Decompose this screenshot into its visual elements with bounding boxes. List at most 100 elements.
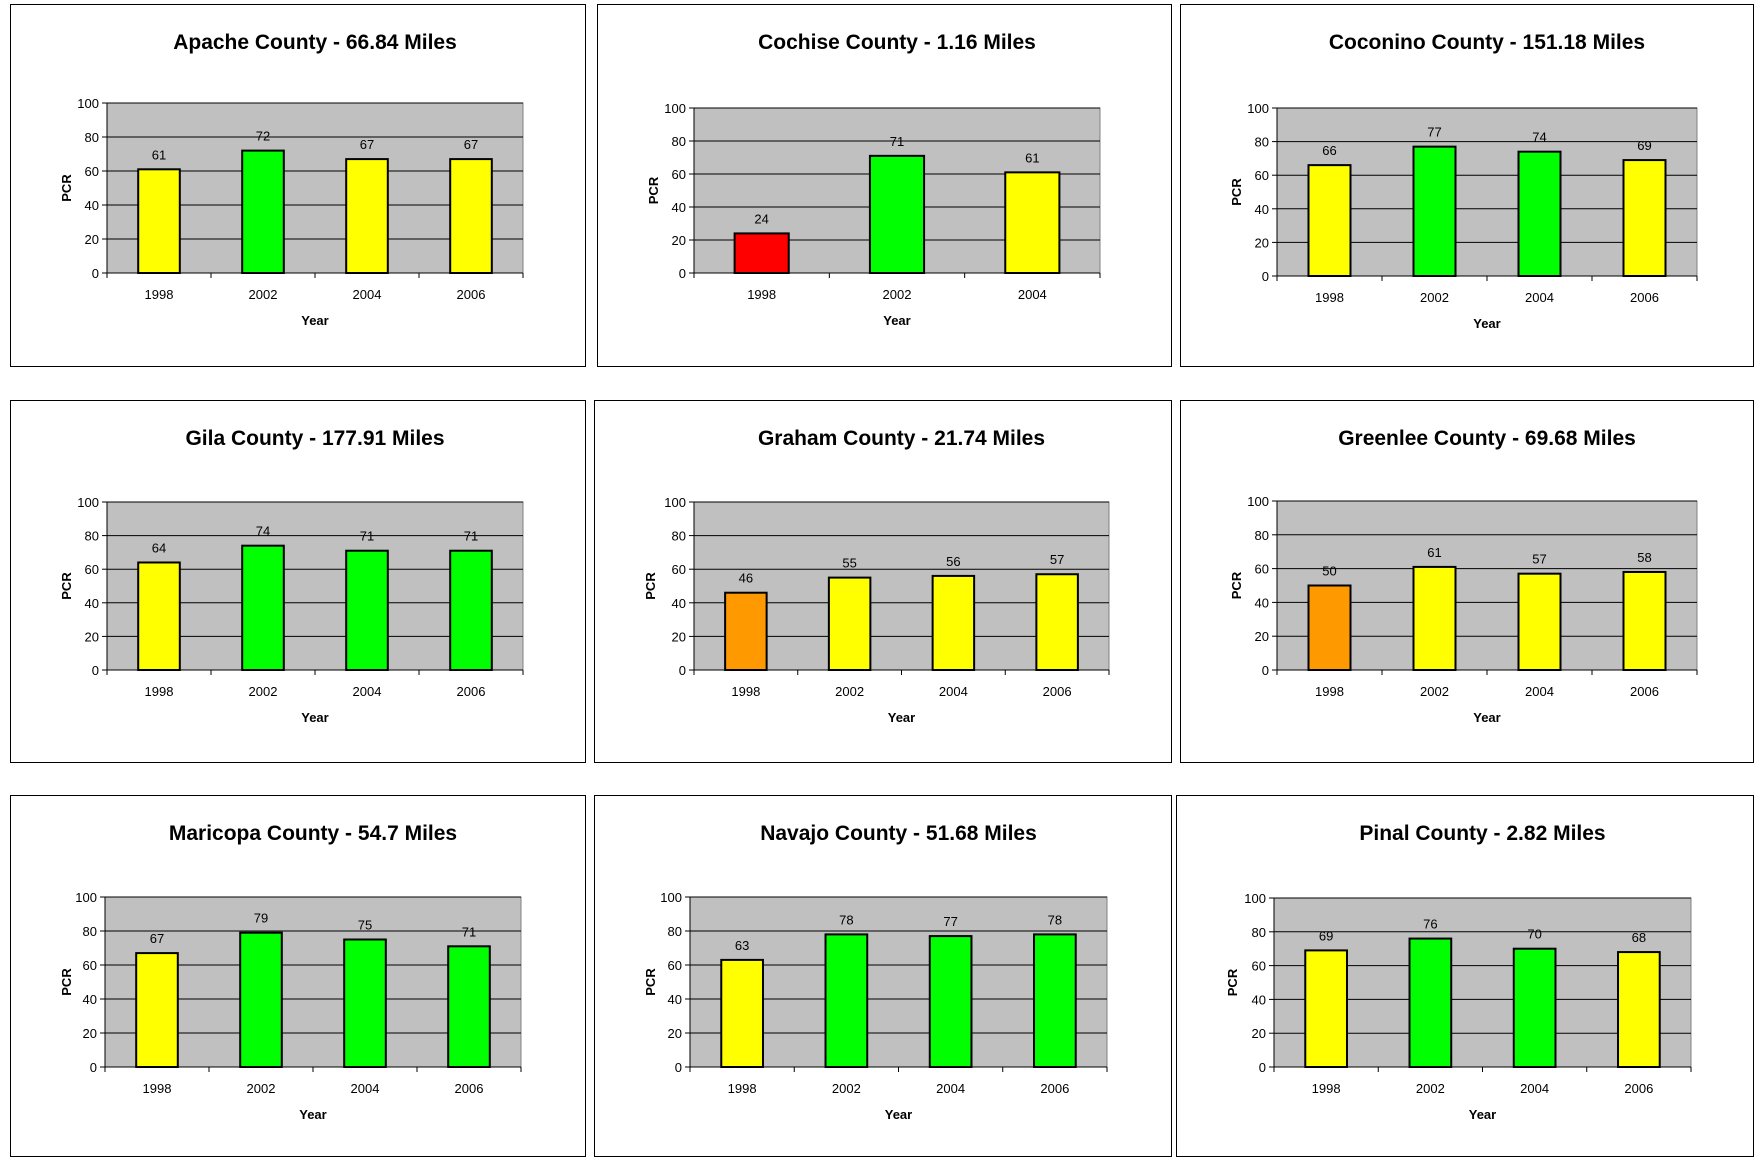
x-axis-title: Year bbox=[885, 1107, 912, 1122]
y-tick-label: 40 bbox=[1252, 992, 1266, 1007]
y-tick-label: 80 bbox=[83, 924, 97, 939]
data-label: 67 bbox=[150, 931, 164, 946]
bar bbox=[1304, 949, 1348, 1068]
chart-title: Apache County - 66.84 Miles bbox=[173, 31, 457, 54]
data-label: 77 bbox=[943, 914, 957, 929]
y-tick-label: 60 bbox=[672, 167, 686, 182]
bar bbox=[449, 158, 493, 275]
y-tick-label: 40 bbox=[85, 198, 99, 213]
y-tick-label: 100 bbox=[664, 101, 686, 116]
y-tick-label: 100 bbox=[1247, 101, 1269, 116]
y-tick-label: 20 bbox=[1252, 1026, 1266, 1041]
y-tick-label: 40 bbox=[83, 992, 97, 1007]
x-axis-title: Year bbox=[301, 710, 328, 725]
y-axis-title: PCR bbox=[59, 174, 74, 202]
data-label: 67 bbox=[360, 137, 374, 152]
x-tick-label: 1998 bbox=[747, 287, 776, 302]
y-tick-label: 0 bbox=[92, 266, 99, 281]
y-tick-label: 0 bbox=[1262, 663, 1269, 678]
y-tick-label: 100 bbox=[1247, 494, 1269, 509]
bar bbox=[345, 158, 389, 275]
chart-panel: Pinal County - 2.82 Miles 0 20 40 60 80 100 69 1… bbox=[1176, 795, 1754, 1157]
bar bbox=[827, 576, 872, 672]
x-tick-label: 2004 bbox=[1525, 684, 1554, 699]
bar bbox=[868, 154, 926, 275]
bar-chart: Cochise County - 1.16 Miles 0 20 40 60 80 100 2… bbox=[646, 31, 1101, 328]
y-axis-title: PCR bbox=[643, 968, 658, 996]
y-tick-label: 60 bbox=[83, 958, 97, 973]
data-label: 57 bbox=[1050, 552, 1064, 567]
bar bbox=[137, 168, 181, 274]
y-tick-label: 20 bbox=[1255, 629, 1269, 644]
x-tick-label: 2002 bbox=[1416, 1081, 1445, 1096]
data-label: 50 bbox=[1322, 564, 1336, 579]
x-tick-label: 1998 bbox=[143, 1081, 172, 1096]
x-tick-label: 2006 bbox=[1043, 684, 1072, 699]
bar-chart: Gila County - 177.91 Miles 0 20 40 60 80 100 64… bbox=[59, 427, 524, 725]
data-label: 58 bbox=[1637, 550, 1651, 565]
bar bbox=[1512, 947, 1557, 1068]
chart-panel: Cochise County - 1.16 Miles 0 20 40 60 80 100 2… bbox=[597, 4, 1172, 367]
chart-title: Maricopa County - 54.7 Miles bbox=[169, 822, 457, 845]
bar bbox=[343, 938, 387, 1068]
y-tick-label: 100 bbox=[660, 890, 682, 905]
data-label: 66 bbox=[1322, 143, 1336, 158]
bar-chart: Apache County - 66.84 Miles 0 20 40 60 80 100 6… bbox=[59, 31, 524, 328]
y-axis-title: PCR bbox=[1225, 968, 1240, 996]
chart-title: Coconino County - 151.18 Miles bbox=[1329, 31, 1645, 54]
x-axis-title: Year bbox=[1473, 710, 1500, 725]
data-label: 74 bbox=[256, 524, 270, 539]
data-label: 78 bbox=[1048, 912, 1062, 927]
x-tick-label: 2006 bbox=[457, 287, 486, 302]
x-tick-label: 2004 bbox=[939, 684, 968, 699]
x-tick-label: 1998 bbox=[145, 287, 174, 302]
y-tick-label: 0 bbox=[90, 1060, 97, 1075]
x-tick-label: 1998 bbox=[145, 684, 174, 699]
chart-panel: Navajo County - 51.68 Miles 0 20 40 60 80 100 6… bbox=[594, 795, 1172, 1157]
bar bbox=[1517, 572, 1562, 671]
bar-chart: Pinal County - 2.82 Miles 0 20 40 60 80 100 69 1… bbox=[1225, 822, 1692, 1122]
data-label: 63 bbox=[735, 938, 749, 953]
y-tick-label: 20 bbox=[672, 233, 686, 248]
y-tick-label: 80 bbox=[85, 130, 99, 145]
chart-title: Gila County - 177.91 Miles bbox=[185, 427, 444, 450]
bar bbox=[345, 549, 389, 671]
bar bbox=[137, 561, 181, 671]
y-tick-label: 60 bbox=[672, 562, 686, 577]
data-label: 64 bbox=[152, 540, 166, 555]
y-tick-label: 60 bbox=[85, 164, 99, 179]
y-tick-label: 40 bbox=[1255, 595, 1269, 610]
bar bbox=[241, 544, 285, 671]
data-label: 61 bbox=[1427, 545, 1441, 560]
y-tick-label: 60 bbox=[85, 562, 99, 577]
data-label: 24 bbox=[754, 211, 768, 226]
y-tick-label: 60 bbox=[1255, 168, 1269, 183]
y-tick-label: 0 bbox=[679, 266, 686, 281]
x-tick-label: 2006 bbox=[1630, 684, 1659, 699]
y-tick-label: 80 bbox=[672, 134, 686, 149]
y-tick-label: 80 bbox=[668, 924, 682, 939]
y-tick-label: 60 bbox=[1255, 562, 1269, 577]
y-tick-label: 80 bbox=[1252, 925, 1266, 940]
x-tick-label: 2004 bbox=[1520, 1081, 1549, 1096]
y-tick-label: 20 bbox=[1255, 235, 1269, 250]
x-tick-label: 2004 bbox=[936, 1081, 965, 1096]
x-tick-label: 2006 bbox=[1624, 1081, 1653, 1096]
chart-panel: Gila County - 177.91 Miles 0 20 40 60 80 100 64… bbox=[10, 400, 586, 763]
bar bbox=[733, 232, 790, 274]
chart-title: Graham County - 21.74 Miles bbox=[758, 427, 1045, 450]
bar bbox=[1035, 573, 1079, 672]
y-tick-label: 100 bbox=[75, 890, 97, 905]
y-tick-label: 20 bbox=[83, 1026, 97, 1041]
y-tick-label: 20 bbox=[672, 629, 686, 644]
x-axis-title: Year bbox=[888, 710, 915, 725]
x-tick-label: 2002 bbox=[835, 684, 864, 699]
y-tick-label: 40 bbox=[672, 596, 686, 611]
bar bbox=[1617, 951, 1661, 1068]
y-axis-title: PCR bbox=[59, 968, 74, 996]
y-axis-title: PCR bbox=[643, 572, 658, 600]
x-tick-label: 2006 bbox=[457, 684, 486, 699]
x-tick-label: 2002 bbox=[1420, 684, 1449, 699]
x-tick-label: 1998 bbox=[731, 684, 760, 699]
chart-panel: Apache County - 66.84 Miles 0 20 40 60 80 100 6… bbox=[10, 4, 586, 367]
